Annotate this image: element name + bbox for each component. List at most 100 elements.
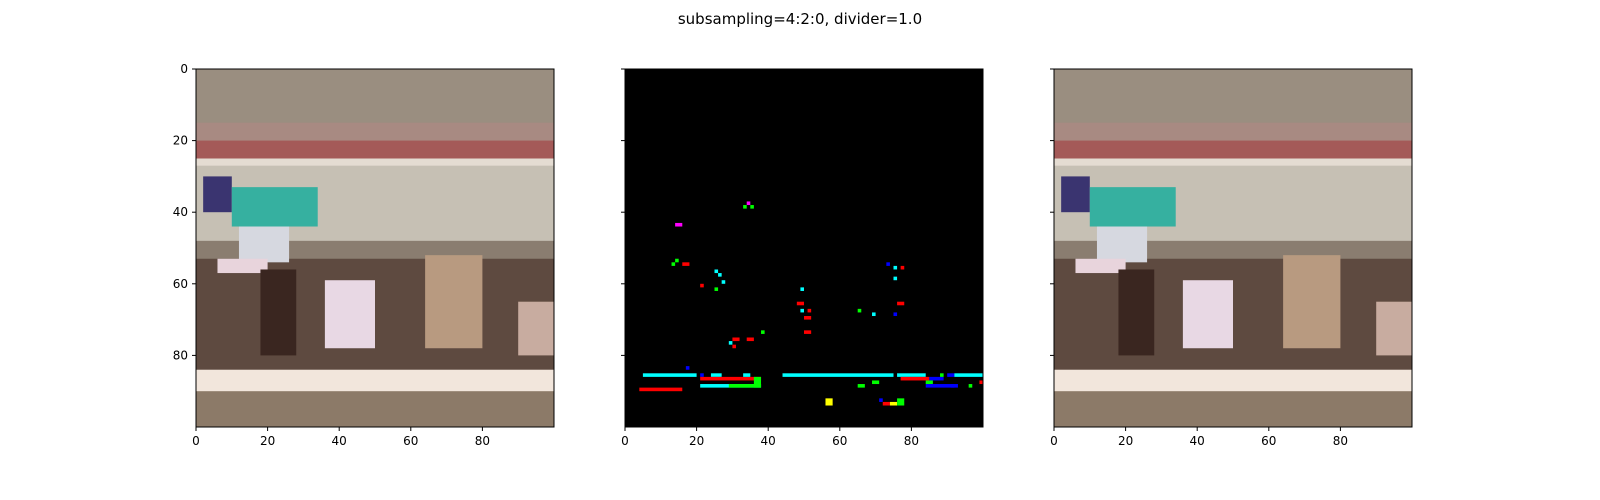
diff-pixel-23 bbox=[900, 265, 905, 270]
image-patch-4 bbox=[1118, 269, 1155, 356]
diff-pixel-3 bbox=[675, 222, 683, 227]
diff-pixel-19 bbox=[872, 312, 876, 317]
diff-pixel-50 bbox=[925, 384, 955, 388]
x-tick-label-20: 20 bbox=[689, 434, 704, 448]
y-tick-label-80: 80 bbox=[173, 348, 188, 362]
image-patch-6 bbox=[1283, 255, 1341, 349]
image-band-2 bbox=[196, 140, 554, 159]
diff-pixel-33 bbox=[639, 387, 683, 392]
diff-pixel-17 bbox=[804, 330, 812, 334]
axes-frame bbox=[624, 68, 984, 428]
diff-pixel-43 bbox=[900, 376, 930, 381]
image-band-3 bbox=[196, 158, 554, 167]
diff-pixel-14 bbox=[800, 308, 804, 313]
diff-pixel-9 bbox=[721, 280, 726, 284]
x-tick-label-20: 20 bbox=[260, 434, 275, 448]
image-patch-5 bbox=[324, 280, 375, 349]
diff-pixel-5 bbox=[675, 258, 679, 263]
diff-pixel-31 bbox=[685, 366, 690, 370]
diff-pixel-20 bbox=[893, 312, 898, 317]
y-tick-label-0: 0 bbox=[180, 62, 188, 76]
diff-pixel-39 bbox=[753, 376, 762, 388]
diff-pixel-24 bbox=[893, 276, 898, 281]
diff-pixel-48 bbox=[954, 373, 983, 377]
diff-pixel-49 bbox=[979, 380, 983, 385]
diff-pixel-40 bbox=[728, 384, 762, 388]
image-patch-3 bbox=[217, 258, 268, 274]
image-patch-0 bbox=[203, 176, 232, 213]
diff-pixel-15 bbox=[807, 308, 812, 313]
image-band-0 bbox=[1054, 69, 1412, 124]
image-patch-7 bbox=[1376, 301, 1412, 356]
panels-group: 0 20 40 60 80 0 20 40 60 80 0 20 40 60 80 0 20 40 60 80 bbox=[173, 62, 1413, 448]
diff-pixel-12 bbox=[800, 287, 804, 291]
image-background bbox=[625, 69, 983, 427]
diff-pixel-55 bbox=[879, 398, 883, 402]
image-band-0 bbox=[196, 69, 554, 124]
axes-frame bbox=[195, 68, 555, 428]
image-patch-5 bbox=[1182, 280, 1233, 349]
diff-pixel-25 bbox=[897, 301, 905, 306]
diff-pixel-30 bbox=[732, 344, 736, 349]
y-tick-label-40: 40 bbox=[173, 205, 188, 219]
diff-pixel-57 bbox=[889, 401, 898, 406]
diff-pixel-35 bbox=[710, 373, 722, 377]
diff-pixel-59 bbox=[825, 398, 833, 406]
image-patch-4 bbox=[260, 269, 297, 356]
diff-pixel-51 bbox=[950, 384, 958, 388]
image-band-1 bbox=[196, 122, 554, 142]
diff-pixel-6 bbox=[682, 262, 690, 266]
diff-pixel-22 bbox=[893, 265, 898, 270]
diff-pixel-53 bbox=[857, 384, 865, 388]
diff-pixel-54 bbox=[872, 380, 880, 385]
diff-pixel-32 bbox=[642, 373, 697, 377]
image-patch-7 bbox=[518, 301, 554, 356]
diff-pixel-52 bbox=[968, 384, 973, 388]
diff-pixel-26 bbox=[761, 330, 765, 334]
diff-pixel-1 bbox=[743, 205, 747, 209]
panel-reconstructed: 0 20 40 60 80 bbox=[1050, 68, 1413, 448]
diff-pixel-58 bbox=[897, 398, 905, 406]
panel-difference: 0 20 40 60 80 bbox=[621, 68, 984, 448]
image-patch-6 bbox=[425, 255, 483, 349]
x-tick-label-80: 80 bbox=[904, 434, 919, 448]
diff-pixel-8 bbox=[718, 273, 722, 277]
diff-pixel-36 bbox=[700, 376, 762, 381]
x-tick-label-40: 40 bbox=[332, 434, 347, 448]
panel-original: 0 20 40 60 80 0 20 40 60 80 bbox=[173, 62, 555, 448]
x-tick-label-40: 40 bbox=[1190, 434, 1205, 448]
image-band-8 bbox=[196, 391, 554, 428]
diff-pixel-7 bbox=[714, 269, 719, 274]
x-tick-label-80: 80 bbox=[1333, 434, 1348, 448]
image-patch-3 bbox=[1075, 258, 1126, 274]
diff-pixel-10 bbox=[700, 283, 704, 288]
image-band-3 bbox=[1054, 158, 1412, 167]
diff-pixel-13 bbox=[796, 301, 804, 306]
y-tick-label-60: 60 bbox=[173, 277, 188, 291]
figure-title: subsampling=4:2:0, divider=1.0 bbox=[678, 10, 922, 28]
x-tick-label-60: 60 bbox=[1261, 434, 1276, 448]
x-tick-label-80: 80 bbox=[475, 434, 490, 448]
image-band-1 bbox=[1054, 122, 1412, 142]
diff-pixel-28 bbox=[732, 337, 740, 342]
diff-pixel-42 bbox=[897, 373, 926, 377]
x-tick-label-0: 0 bbox=[1050, 434, 1058, 448]
image-band-7 bbox=[196, 369, 554, 392]
diff-pixel-56 bbox=[882, 401, 890, 406]
diff-pixel-41 bbox=[782, 373, 894, 377]
diff-pixel-4 bbox=[671, 262, 676, 266]
axes-frame bbox=[1053, 68, 1413, 428]
diff-pixel-46 bbox=[940, 373, 944, 377]
diff-pixel-0 bbox=[746, 201, 751, 206]
diff-pixel-34 bbox=[700, 373, 704, 377]
image-band-2 bbox=[1054, 140, 1412, 159]
image-band-7 bbox=[1054, 369, 1412, 392]
x-tick-label-60: 60 bbox=[832, 434, 847, 448]
diff-pixel-18 bbox=[857, 308, 862, 313]
diff-pixel-2 bbox=[750, 205, 754, 209]
diff-pixel-11 bbox=[714, 287, 719, 291]
image-patch-2 bbox=[1096, 226, 1148, 263]
image-band-8 bbox=[1054, 391, 1412, 428]
x-tick-label-20: 20 bbox=[1118, 434, 1133, 448]
